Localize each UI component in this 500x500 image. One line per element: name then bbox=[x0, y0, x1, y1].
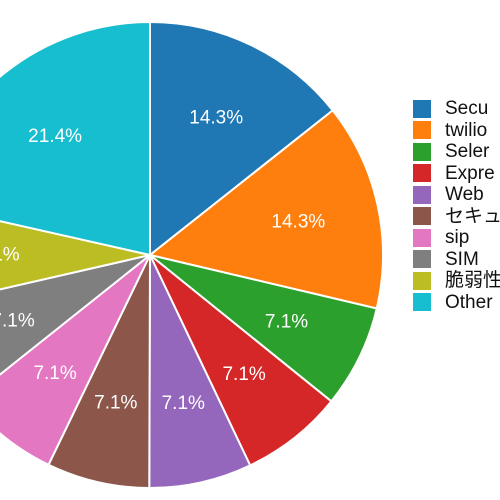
slice-label-1: 14.3% bbox=[271, 211, 325, 232]
legend-label: Web bbox=[445, 184, 484, 206]
legend-item: sip bbox=[413, 227, 500, 249]
legend-swatch bbox=[413, 207, 431, 226]
legend-label: twilio bbox=[445, 119, 488, 141]
legend: Secu twilio Seler Expre Web セキュ sip SIM 脆弱性 Other bbox=[413, 98, 500, 313]
legend-swatch bbox=[413, 121, 431, 140]
pie-slice-5 bbox=[47, 254, 151, 490]
slice-label-7: 7.1% bbox=[0, 310, 35, 331]
legend-swatch bbox=[413, 293, 431, 312]
pie-slice-3 bbox=[149, 254, 333, 467]
pie-slice-8 bbox=[0, 220, 151, 291]
pie-slice-1 bbox=[147, 108, 384, 310]
pie-slice-4 bbox=[148, 254, 252, 489]
pie-slice-7 bbox=[0, 254, 151, 376]
slice-label-9: 21.4% bbox=[28, 126, 82, 147]
legend-item: SIM bbox=[413, 249, 500, 271]
slice-label-3: 7.1% bbox=[222, 364, 265, 385]
legend-label: Seler bbox=[445, 141, 490, 163]
legend-swatch bbox=[413, 164, 431, 183]
pie-slice-0 bbox=[149, 20, 335, 258]
legend-swatch bbox=[413, 185, 431, 204]
legend-item: Web bbox=[413, 184, 500, 206]
legend-item: Seler bbox=[413, 141, 500, 163]
pie-slice-2 bbox=[149, 254, 378, 403]
legend-swatch bbox=[413, 228, 431, 247]
legend-item: twilio bbox=[413, 120, 500, 142]
legend-item: 脆弱性 bbox=[413, 270, 500, 292]
legend-item: セキュ bbox=[413, 206, 500, 228]
slice-label-6: 7.1% bbox=[33, 363, 76, 384]
legend-swatch bbox=[413, 99, 431, 118]
legend-swatch bbox=[413, 250, 431, 269]
pie-slice-6 bbox=[0, 254, 151, 467]
legend-label: Other bbox=[445, 291, 493, 313]
slice-label-4: 7.1% bbox=[162, 393, 205, 414]
legend-item: Other bbox=[413, 292, 500, 314]
slice-label-0: 14.3% bbox=[189, 108, 243, 129]
legend-label: セキュ bbox=[445, 205, 500, 227]
legend-label: Expre bbox=[445, 162, 495, 184]
slice-label-2: 7.1% bbox=[265, 311, 308, 332]
legend-swatch bbox=[413, 271, 431, 290]
slice-label-8: 7.1% bbox=[0, 245, 20, 266]
slice-label-5: 7.1% bbox=[94, 393, 137, 414]
legend-item: Expre bbox=[413, 163, 500, 185]
legend-label: SIM bbox=[445, 248, 479, 270]
legend-label: sip bbox=[445, 227, 470, 249]
legend-label: 脆弱性 bbox=[445, 270, 500, 292]
legend-label: Secu bbox=[445, 98, 489, 120]
legend-swatch bbox=[413, 142, 431, 161]
pie-slice-9 bbox=[0, 20, 151, 257]
legend-item: Secu bbox=[413, 98, 500, 120]
